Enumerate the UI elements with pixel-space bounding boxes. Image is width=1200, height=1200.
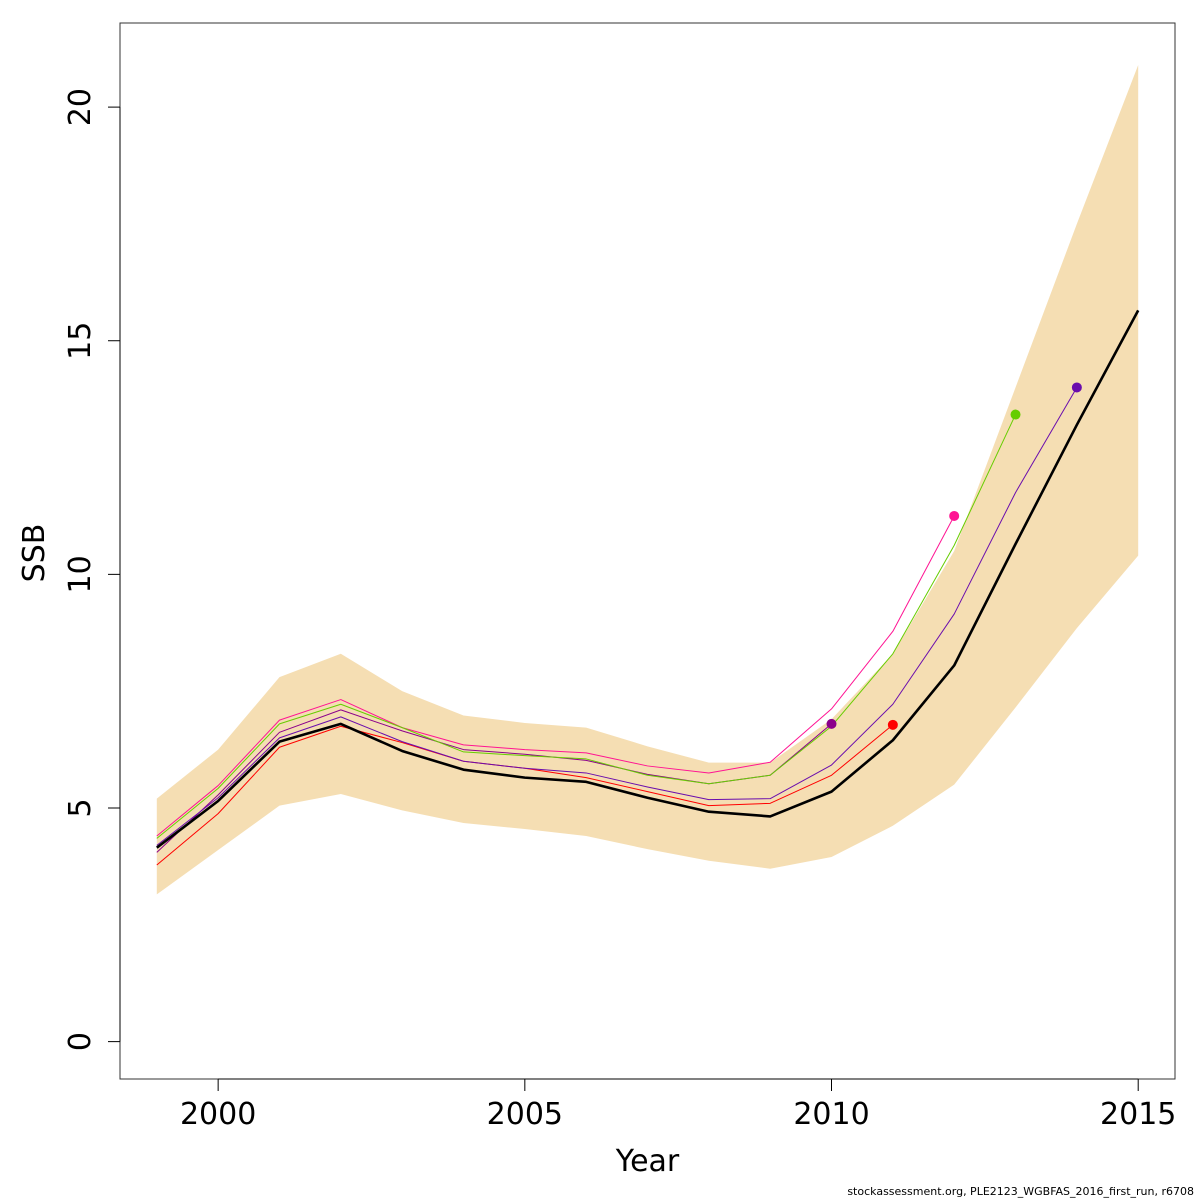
series-endpoint-5: [1071, 382, 1082, 393]
confidence-band-layer: [156, 65, 1139, 895]
x-tick-label: 2005: [487, 1097, 563, 1132]
y-tick-label: 20: [63, 88, 98, 126]
series-endpoint-1: [887, 719, 898, 730]
series-endpoint-4: [1010, 409, 1021, 420]
series-line-peel-4: [156, 414, 1016, 839]
y-axis-title: SSB: [17, 524, 52, 583]
x-tick-label: 2015: [1100, 1097, 1176, 1132]
x-axis: 2000 2005 2010 2015: [180, 1078, 1176, 1132]
y-axis: 0 5 10 15 20: [63, 88, 121, 1051]
x-axis-title: Year: [615, 1144, 680, 1179]
series-endpoint-3: [949, 510, 960, 521]
endpoint-layer: [826, 382, 1082, 730]
series-line-peel-3: [156, 515, 955, 837]
x-tick-label: 2000: [180, 1097, 256, 1132]
series-line-main: [156, 309, 1140, 849]
y-tick-label: 15: [63, 322, 98, 360]
x-tick-label: 2010: [793, 1097, 869, 1132]
y-tick-label: 5: [63, 798, 98, 817]
y-tick-label: 10: [63, 555, 98, 593]
series-endpoint-2: [826, 718, 837, 729]
y-tick-label: 0: [63, 1032, 98, 1051]
series-line-peel-5: [156, 387, 1078, 846]
series-layer: [156, 309, 1140, 866]
confidence-band: [156, 65, 1139, 895]
footer-credit: stockassessment.org, PLE2123_WGBFAS_2016…: [847, 1185, 1194, 1198]
